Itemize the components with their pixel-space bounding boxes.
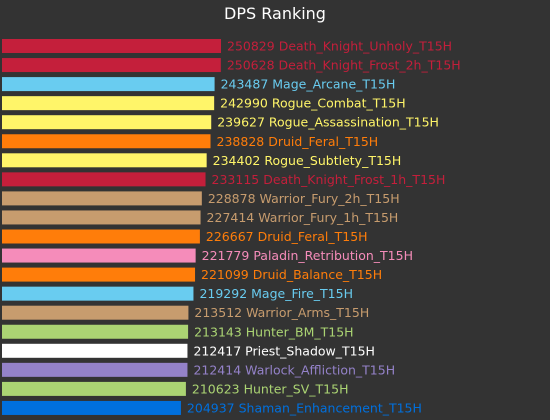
bar-label-7: 234402 Rogue_Subtlety_T15H: [213, 153, 402, 168]
bar-20: [2, 400, 181, 415]
bar-9: [2, 191, 202, 206]
bar-2: [2, 58, 221, 73]
bar-label-17: 212417 Priest_Shadow_T15H: [193, 343, 375, 358]
bar-label-10: 227414 Warrior_Fury_1h_T15H: [207, 210, 399, 225]
bar-16: [2, 324, 189, 339]
bar-6: [2, 134, 211, 149]
bar-label-13: 221099 Druid_Balance_T15H: [201, 267, 382, 282]
bar-19: [2, 381, 186, 396]
bar-5: [2, 115, 212, 130]
bar-4: [2, 96, 215, 111]
bar-label-11: 226667 Druid_Feral_T15H: [206, 229, 368, 244]
bar-18: [2, 362, 188, 377]
bar-label-3: 243487 Mage_Arcane_T15H: [221, 77, 396, 92]
bar-label-15: 213512 Warrior_Arms_T15H: [194, 305, 369, 320]
bar-label-6: 238828 Druid_Feral_T15H: [217, 134, 379, 149]
bar-label-14: 219292 Mage_Fire_T15H: [199, 286, 353, 301]
bar-8: [2, 172, 206, 187]
bar-12: [2, 248, 196, 263]
bar-label-18: 212414 Warlock_Affliction_T15H: [193, 362, 395, 377]
bar-label-12: 221779 Paladin_Retribution_T15H: [202, 248, 413, 263]
bar-3: [2, 77, 215, 92]
bar-label-8: 233115 Death_Knight_Frost_1h_T15H: [212, 172, 446, 187]
bar-label-19: 210623 Hunter_SV_T15H: [192, 381, 349, 396]
bar-10: [2, 210, 201, 225]
bars-layer: 250829 Death_Knight_Unholy_T15H 250628 De…: [2, 39, 461, 415]
bar-label-16: 213143 Hunter_BM_T15H: [194, 324, 353, 339]
bar-label-20: 204937 Shaman_Enhancement_T15H: [187, 400, 422, 415]
chart-title: DPS Ranking: [224, 4, 326, 23]
bar-11: [2, 229, 200, 244]
bar-15: [2, 305, 189, 320]
bar-label-4: 242990 Rogue_Combat_T15H: [220, 96, 406, 111]
bar-7: [2, 153, 207, 168]
bar-14: [2, 286, 194, 301]
bar-label-2: 250628 Death_Knight_Frost_2h_T15H: [227, 58, 461, 73]
bar-17: [2, 343, 188, 358]
bar-label-5: 239627 Rogue_Assassination_T15H: [217, 115, 439, 130]
bar-label-1: 250829 Death_Knight_Unholy_T15H: [227, 39, 452, 54]
bar-13: [2, 267, 196, 282]
bar-label-9: 228878 Warrior_Fury_2h_T15H: [208, 191, 400, 206]
bar-1: [2, 39, 221, 53]
